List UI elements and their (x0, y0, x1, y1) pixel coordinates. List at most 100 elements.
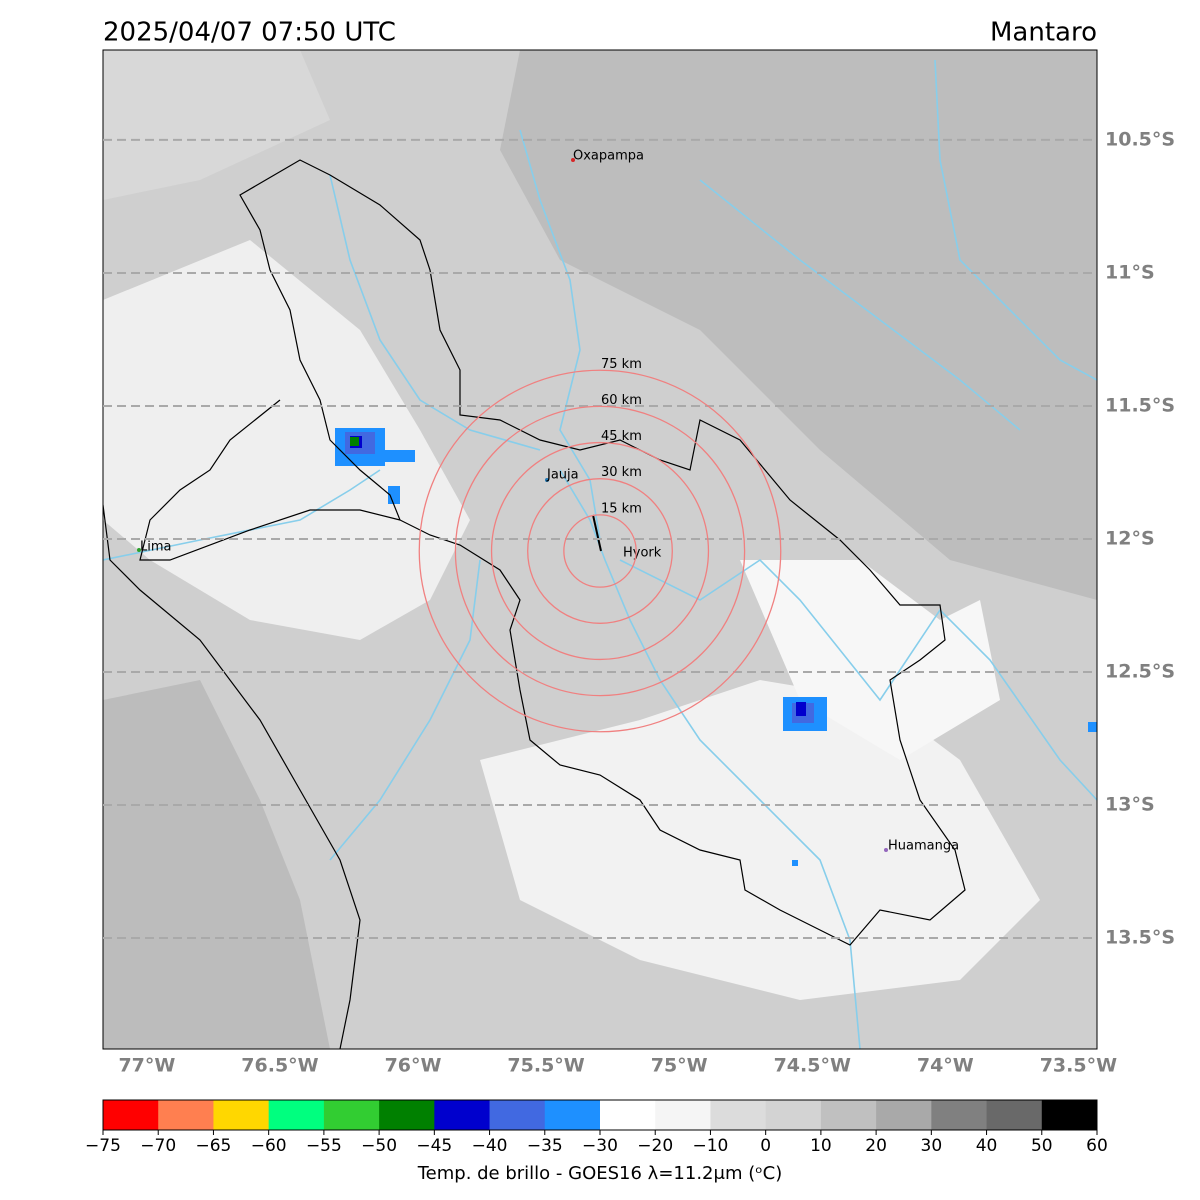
lat-label: 12.5°S (1105, 661, 1175, 683)
colorbar-bin (710, 1100, 767, 1130)
colorbar-tick-label: −55 (306, 1136, 342, 1156)
colorbar-bin (600, 1100, 656, 1130)
cold-cloud (350, 437, 359, 446)
map-area (103, 50, 1097, 1049)
colorbar-label: Temp. de brillo - GOES16 λ=11.2μm (ᵒC) (417, 1163, 783, 1184)
colorbar-tick-label: −40 (472, 1136, 508, 1156)
colorbar-bin (268, 1100, 325, 1130)
city-label: Huamanga (888, 839, 959, 854)
cities: Oxapampa Jauja Lima Hyork Huamanga (137, 149, 959, 854)
range-ring (454, 405, 746, 697)
colorbar-tick-label: −10 (692, 1136, 728, 1156)
colorbar-bin (931, 1100, 988, 1130)
colorbar-tick-label: −75 (85, 1136, 121, 1156)
lat-label: 12°S (1105, 527, 1155, 549)
ring-label: 15 km (601, 501, 642, 516)
lon-label: 76.5°W (241, 1055, 318, 1077)
colorbar-bin (158, 1100, 214, 1130)
ring-label: 30 km (601, 465, 642, 480)
colorbar-tick-label: 30 (921, 1136, 943, 1156)
cold-cloud (1088, 722, 1097, 732)
boundary (139, 399, 401, 561)
colorbar-bin (544, 1100, 601, 1130)
city-label: Lima (140, 540, 171, 555)
colorbar-bin (434, 1100, 491, 1130)
range-ring (418, 369, 782, 733)
colorbar-tick-label: −70 (140, 1136, 176, 1156)
river (699, 179, 1021, 431)
range-ring (563, 514, 637, 588)
lat-label: 13.5°S (1105, 927, 1175, 949)
colorbar-bin (655, 1100, 711, 1130)
lon-label: 75°W (651, 1055, 708, 1077)
colorbar-tick-label: −45 (416, 1136, 452, 1156)
colorbar-bin (876, 1100, 932, 1130)
river (329, 174, 541, 451)
map-frame (102, 49, 1098, 1050)
cloud-field (103, 240, 470, 640)
lat-label: 11°S (1105, 261, 1155, 283)
city-marker (545, 478, 549, 482)
region-name: Mantaro (990, 18, 1097, 48)
cloud-field (500, 50, 1097, 600)
lon-label: 77°W (118, 1055, 175, 1077)
convection (335, 428, 1097, 866)
lon-label: 75.5°W (507, 1055, 584, 1077)
colorbar-tick-label: −60 (251, 1136, 287, 1156)
colorbar-bin (820, 1100, 877, 1130)
coastline (103, 504, 361, 1049)
city-marker (884, 848, 888, 852)
lon-label: 74°W (917, 1055, 974, 1077)
city-marker (137, 548, 141, 552)
river (329, 559, 481, 861)
lat-label: 13°S (1105, 794, 1155, 816)
cold-cloud (385, 450, 415, 462)
colorbar-bin (489, 1100, 546, 1130)
colorbar-bin (213, 1100, 270, 1130)
city-label: Hyork (623, 546, 662, 561)
river (934, 59, 1097, 381)
colorbar-tick-label: 40 (976, 1136, 998, 1156)
colorbar-bin (103, 1100, 159, 1130)
range-ring (490, 441, 710, 661)
cold-cloud (792, 860, 798, 866)
city-label: Jauja (546, 468, 579, 483)
colorbar-tick-label: −35 (527, 1136, 563, 1156)
colorbar-tick-label: −50 (361, 1136, 397, 1156)
cold-cloud (796, 702, 806, 716)
colorbar-bin (765, 1100, 822, 1130)
colorbar-tick-label: 50 (1031, 1136, 1053, 1156)
colorbar-bin (323, 1100, 380, 1130)
colorbar-tick-label: −65 (195, 1136, 231, 1156)
ring-label: 45 km (601, 429, 642, 444)
lat-label: 10.5°S (1105, 128, 1175, 150)
lon-label: 74.5°W (774, 1055, 851, 1077)
ring-label: 60 km (601, 393, 642, 408)
rivers (103, 59, 1097, 1049)
cloud-field (103, 50, 330, 200)
lat-label: 11.5°S (1105, 394, 1175, 416)
lon-label: 76°W (385, 1055, 442, 1077)
site-marker (592, 514, 602, 552)
river (519, 129, 601, 541)
colorbar-tick-label: 10 (810, 1136, 832, 1156)
colorbar-bin (1041, 1100, 1098, 1130)
lon-label: 73.5°W (1040, 1055, 1117, 1077)
colorbar-tick-label: 0 (760, 1136, 771, 1156)
colorbar-tick-label: 60 (1086, 1136, 1108, 1156)
colorbar-tick-label: −30 (582, 1136, 618, 1156)
title: 2025/04/07 07:50 UTC (103, 18, 396, 48)
river (619, 558, 1097, 801)
range-ring (527, 478, 673, 624)
river (559, 469, 861, 1049)
cold-cloud (388, 486, 400, 504)
colorbar-bin (986, 1100, 1043, 1130)
cloud-field (103, 680, 330, 1049)
ring-label: 75 km (601, 357, 642, 372)
cloud-field (740, 560, 1000, 760)
colorbar-tick-label: 20 (865, 1136, 887, 1156)
river (103, 469, 381, 561)
colorbar-bin (379, 1100, 435, 1130)
